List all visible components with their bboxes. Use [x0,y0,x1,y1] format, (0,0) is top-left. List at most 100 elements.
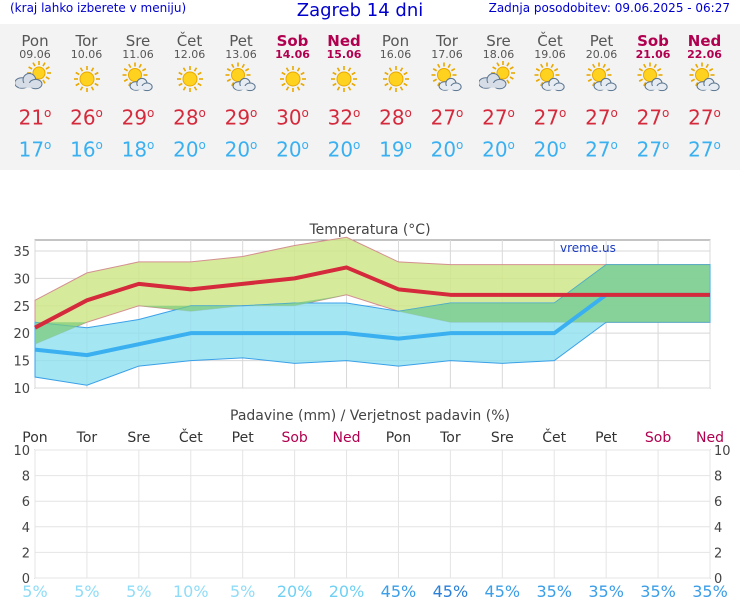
precip-y-tick-left: 2 [22,546,30,561]
precip-y-tick-right: 2 [714,546,722,561]
day-name: Sre [486,32,511,50]
day-column: Tor 17.06 27o 20o [421,24,473,161]
day-min-temp: 18o [121,137,155,162]
day-name: Ned [687,32,722,50]
day-column: Ned 15.06 32o 20o [318,24,370,161]
day-max-temp: 30o [276,105,309,130]
day-date: 09.06 [19,48,51,61]
sunny-icon [382,66,409,92]
max-temp-line [34,265,710,330]
day-max-temp: 28o [173,105,206,130]
weather-icon-holder [473,61,525,101]
precip-day-label: Pon [386,430,411,446]
precip-chart-title: Padavine (mm) / Verjetnost padavin (%) [230,408,510,424]
day-name: Pet [589,32,614,50]
sun-cloud-icon [431,62,462,92]
temp-y-tick: 35 [13,245,30,260]
max-temp-band [34,236,711,345]
sun-cloud-icon [586,62,617,92]
day-column: Čet 19.06 27o 20o [524,24,576,161]
precip-y-tick-right: 0 [714,572,722,587]
day-name: Tor [75,32,98,50]
precip-day-label: Sre [127,430,150,446]
min-temp-line [34,292,710,358]
day-date: 15.06 [326,48,362,61]
day-column: Čet 12.06 28o 20o [164,24,216,161]
day-max-temp: 32o [327,105,361,130]
day-max-temp: 29o [224,105,258,130]
precip-day-label: Pet [595,430,618,446]
day-min-temp: 20o [276,137,309,162]
day-min-temp: 20o [430,137,464,162]
watermark: vreme.us [560,241,616,255]
weather-icon-holder [421,61,473,101]
sunny-icon [73,66,100,92]
sunny-icon [176,66,203,92]
precip-probability: 45% [381,582,417,600]
day-max-temp: 27o [482,105,515,130]
page-title: Zagreb 14 dni [296,0,424,21]
temp-plot-area [34,239,711,389]
day-min-temp: 20o [327,137,361,162]
min-temp-band [34,264,711,386]
precip-day-label: Čet [542,428,566,446]
sunny-icon [279,66,306,92]
precip-day-label: Pon [22,430,47,446]
precip-probability: 5% [230,582,255,600]
day-min-temp: 17o [18,137,52,162]
weather-icon-holder [524,61,576,101]
precip-probability: 45% [485,582,521,600]
day-column: Sob 21.06 27o 27o [627,24,679,161]
day-min-temp: 20o [533,137,567,162]
day-name: Čet [537,32,563,50]
day-min-temp: 20o [482,137,515,162]
weather-icon-holder [9,61,61,101]
sun-cloud-icon [637,62,668,92]
precip-probability: 20% [329,582,365,600]
last-updated: Zadnja posodobitev: 09.06.2025 - 06:27 [488,1,730,15]
day-min-temp: 16o [70,137,103,162]
partly-cloudy-icon [478,61,515,90]
day-date: 18.06 [482,48,515,61]
precip-day-label: Pet [232,430,255,446]
precip-y-tick-right: 6 [714,495,722,510]
day-date: 16.06 [379,48,412,61]
day-min-temp: 27o [636,137,670,162]
precip-probability: 5% [22,582,47,600]
day-name: Ned [327,32,361,50]
day-date: 14.06 [275,48,310,61]
day-date: 20.06 [585,48,618,61]
weather-icon-holder [318,61,370,101]
day-name: Sob [637,32,669,50]
day-date: 13.06 [225,48,257,61]
day-name: Pet [229,32,253,50]
day-column: Pet 20.06 27o 27o [576,24,628,161]
day-min-temp: 20o [173,137,206,162]
temp-y-tick: 15 [13,355,30,370]
precip-probability: 10% [173,582,209,600]
precip-y-tick-right: 4 [714,521,722,536]
day-max-temp: 26o [70,105,103,130]
precip-day-label: Ned [696,430,724,446]
day-date: 19.06 [534,48,566,61]
day-name: Pon [21,32,49,50]
day-max-temp: 27o [430,105,464,130]
precip-probability: 5% [126,582,151,600]
precip-y-tick-left: 8 [22,470,30,485]
day-column: Sre 18.06 27o 20o [473,24,525,161]
day-column: Pet 13.06 29o 20o [215,24,267,161]
day-max-temp: 27o [585,105,618,130]
day-column: Sre 11.06 29o 18o [112,24,164,161]
precip-y-tick-left: 0 [22,572,30,587]
daily-forecast-band: Pon 09.06 21o 17o Tor 10.06 26o 16o Sre 11.06 29o 1… [0,24,740,170]
day-max-temp: 27o [636,105,670,130]
precip-plot-area [34,449,711,579]
temp-y-tick: 25 [13,300,30,315]
location-menu-hint[interactable]: (kraj lahko izberete v meniju) [10,1,187,15]
day-date: 17.06 [431,48,463,61]
temp-y-tick: 10 [13,382,30,397]
precip-y-tick-right: 10 [714,444,731,459]
sunny-icon [331,66,357,92]
precip-day-label: Sob [645,430,671,446]
weather-icon-holder [627,61,679,101]
